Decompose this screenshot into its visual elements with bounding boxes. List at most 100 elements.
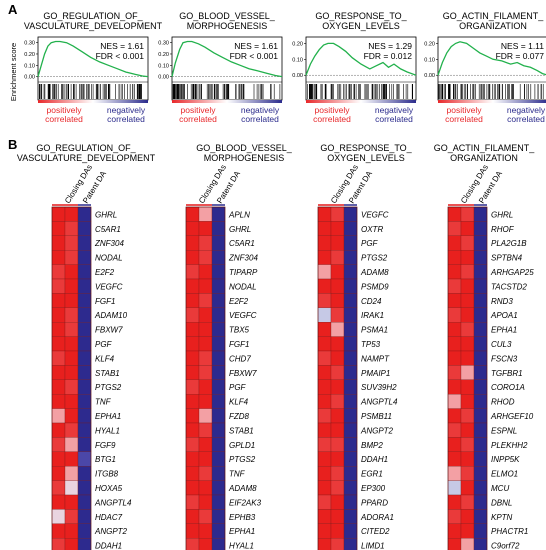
heatmap-cell	[447, 221, 462, 236]
heatmap-cell	[447, 235, 462, 251]
enrichment-plot-4: GO_ACTIN_FILAMENT_ORGANIZATION 0.20 0.10 0.…	[424, 11, 546, 124]
heatmap-cell	[51, 538, 66, 550]
gene-label: GPLD1	[229, 441, 255, 450]
gene-label: ADORA1	[360, 513, 394, 522]
heatmap-cell	[77, 322, 92, 337]
heatmap-cell	[473, 509, 488, 524]
heatmap-cell	[51, 523, 66, 539]
heatmap-cell	[77, 336, 92, 352]
gene-label: PTGS2	[361, 254, 388, 263]
heatmap-cell	[198, 336, 213, 352]
gene-label: GHRL	[95, 210, 117, 219]
heatmap-cell	[473, 322, 488, 337]
heatmap-cell	[64, 264, 79, 280]
gene-label: VEGFC	[229, 311, 257, 320]
y-tick-label: 0.00	[24, 75, 35, 81]
heatmap-cell	[317, 221, 332, 236]
gene-label: FBXW7	[229, 369, 257, 378]
heatmap-cell	[447, 394, 462, 409]
heatmap-cell	[64, 235, 79, 251]
heatmap-cell	[211, 494, 226, 510]
heatmap-cell	[211, 408, 226, 424]
heatmap-cell	[77, 278, 92, 294]
heatmap-cell	[51, 451, 66, 467]
heatmap-cell	[185, 307, 200, 323]
heatmap-cell	[330, 293, 345, 308]
heatmap-cell	[185, 509, 200, 524]
heatmap-cell	[343, 480, 358, 496]
gene-label: FGF1	[95, 297, 115, 306]
heatmap-cell	[51, 350, 66, 366]
gene-label: TBX5	[229, 326, 250, 335]
gene-label: OXTR	[361, 225, 383, 234]
heatmap-cell	[64, 408, 79, 424]
heatmap-cell	[198, 221, 213, 236]
gene-label: CUL3	[491, 340, 512, 349]
heatmap-title: GO_BLOOD_VESSEL_	[196, 143, 293, 153]
gene-label: RHOF	[491, 225, 515, 234]
heatmap-cell	[343, 509, 358, 524]
heatmap-cell	[343, 408, 358, 424]
heatmap-cell	[211, 322, 226, 337]
heatmap-cell	[473, 221, 488, 236]
heatmap-cell	[185, 322, 200, 337]
heatmap-cell	[211, 480, 226, 496]
y-tick-label: 0.10	[292, 57, 303, 63]
heatmap-cell	[64, 206, 79, 222]
heatmap-cell	[64, 350, 79, 366]
heatmap-cell	[343, 278, 358, 294]
gene-label: E2F2	[229, 297, 249, 306]
heatmap-cell	[447, 523, 462, 539]
heatmap-cell	[51, 307, 66, 323]
gene-label: EPHA1	[229, 527, 255, 536]
heatmap-cell	[211, 523, 226, 539]
heatmap-cell	[343, 322, 358, 337]
heatmap-cell	[447, 509, 462, 524]
enrichment-plot-title: GO_BLOOD_VESSEL_	[179, 11, 276, 21]
gene-label: PLEKHH2	[491, 441, 528, 450]
heatmap-cell	[447, 293, 462, 308]
heatmap-frame	[317, 206, 358, 550]
heatmap-cell	[343, 250, 358, 265]
gene-label: LIMD1	[361, 542, 385, 550]
heatmap-cell	[317, 206, 332, 222]
gene-label: TACSTD2	[491, 282, 527, 291]
heatmap-cell	[77, 480, 92, 496]
enrichment-plot-3: GO_RESPONSE_TO_OXYGEN_LEVELS 0.20 0.10 0.00…	[292, 11, 417, 124]
negatively-correlated-label: negatively	[241, 105, 280, 115]
gene-label: GHRL	[229, 225, 251, 234]
gene-label: C5AR1	[95, 225, 121, 234]
negatively-correlated-label: correlated	[241, 114, 279, 124]
heatmap-cell	[460, 480, 475, 496]
heatmap-cell	[460, 494, 475, 510]
heatmap-cell	[473, 523, 488, 539]
gene-label: HYAL1	[229, 542, 254, 550]
heatmap-cell	[343, 494, 358, 510]
y-tick-label: 0.20	[24, 52, 35, 58]
rank-gradient-bar	[438, 100, 546, 103]
heatmap-cell	[343, 466, 358, 481]
enrichment-plot-1: GO_REGULATION_OF_VASCULATURE_DEVELOPMENT…	[24, 11, 163, 124]
heatmap-cell	[330, 394, 345, 409]
heatmap-cell	[343, 350, 358, 366]
gene-label: EPHA1	[491, 326, 517, 335]
heatmap-cell	[330, 336, 345, 352]
heatmap-cell	[185, 293, 200, 308]
heatmap-cell	[51, 221, 66, 236]
gene-label: ZNF304	[94, 239, 124, 248]
heatmap-cell	[77, 394, 92, 409]
heatmap-cell	[77, 206, 92, 222]
gene-label: STAB1	[95, 369, 120, 378]
heatmap-cell	[77, 523, 92, 539]
panel-b-heatmaps: GO_REGULATION_OF_VASCULATURE_DEVELOPMENT…	[17, 143, 535, 550]
heatmap-cell	[198, 494, 213, 510]
heatmap-cell	[198, 437, 213, 452]
enrichment-plot-title: MORPHOGENESIS	[187, 21, 268, 31]
heatmap-cell	[51, 466, 66, 481]
heatmap-cell	[343, 365, 358, 380]
heatmap-cell	[198, 451, 213, 467]
y-tick-label: 0.20	[292, 41, 303, 47]
heatmap-cell	[447, 365, 462, 380]
heatmap-cell	[473, 437, 488, 452]
heatmap-cell	[343, 437, 358, 452]
